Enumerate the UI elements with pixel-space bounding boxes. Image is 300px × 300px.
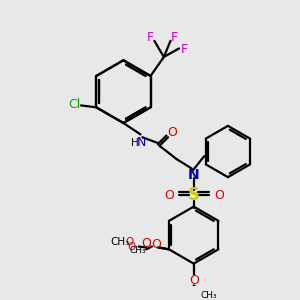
Text: O: O [141, 237, 151, 250]
Text: O: O [164, 189, 174, 202]
Text: O: O [151, 238, 161, 251]
Text: O: O [189, 274, 199, 287]
Text: N: N [137, 136, 146, 149]
Text: O: O [167, 126, 177, 139]
Text: CH₃: CH₃ [201, 291, 217, 300]
Text: F: F [171, 31, 178, 44]
Text: O: O [214, 189, 224, 202]
Text: O: O [128, 242, 136, 253]
Text: F: F [147, 31, 154, 44]
Text: H: H [131, 138, 139, 148]
Text: F: F [181, 43, 188, 56]
Text: CH₃: CH₃ [129, 246, 146, 255]
Text: O: O [125, 237, 133, 247]
Text: CH₃: CH₃ [110, 237, 129, 247]
Text: N: N [188, 168, 200, 182]
Text: Cl: Cl [68, 98, 80, 111]
Text: S: S [188, 186, 200, 204]
